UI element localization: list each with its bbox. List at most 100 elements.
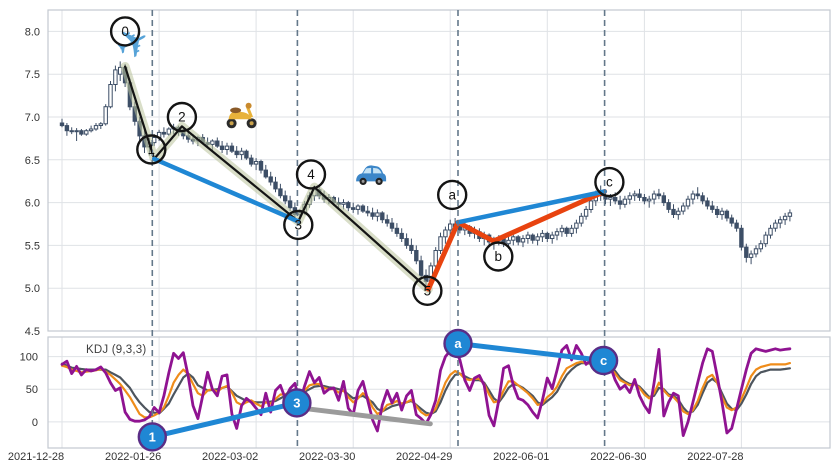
candle <box>690 190 696 205</box>
wave-marker-3: 3 <box>283 209 314 241</box>
candle <box>161 127 167 138</box>
candle <box>268 171 273 186</box>
candle <box>404 233 409 249</box>
candle <box>768 224 773 239</box>
wave-marker-label: 4 <box>307 167 315 182</box>
candle <box>380 211 385 224</box>
candle <box>249 154 254 167</box>
candle <box>370 207 375 220</box>
kdj-trend-lines <box>149 341 607 440</box>
main-y-axis-label: 6.5 <box>25 155 40 167</box>
candle <box>627 192 632 205</box>
candle <box>113 65 118 92</box>
wave-marker-label: b <box>495 249 503 264</box>
kdj-marker-3: 3 <box>282 388 312 418</box>
candle <box>695 187 700 200</box>
candle <box>656 188 662 200</box>
candle <box>748 250 754 265</box>
main-y-axis-label: 6.0 <box>25 198 40 210</box>
wave-marker-0: 0 <box>109 16 141 47</box>
wave-marker-c: c <box>594 166 625 198</box>
candle <box>705 197 710 210</box>
candle <box>360 204 366 213</box>
candle <box>671 204 676 218</box>
candle <box>253 158 259 171</box>
kdj-marker-a: a <box>443 328 473 359</box>
candle <box>724 209 730 222</box>
candle <box>744 243 749 263</box>
candle <box>773 219 778 232</box>
candle <box>375 209 380 222</box>
main-y-axis-label: 4.5 <box>25 326 40 338</box>
candle <box>758 240 763 253</box>
x-axis-label: 2022-07-28 <box>687 451 743 463</box>
kdj-indicator-label: KDJ (9,3,3) <box>86 344 147 356</box>
candle <box>409 238 414 254</box>
candle <box>346 200 351 212</box>
axis-labels: 8.07.57.06.56.05.55.04.51005002021-12-28… <box>8 26 744 463</box>
abc-corrective-line <box>425 189 608 292</box>
candle <box>74 128 79 141</box>
x-axis-label: 2022-01-26 <box>105 451 161 463</box>
candle <box>234 146 239 159</box>
candle <box>535 233 540 246</box>
candle <box>219 141 225 153</box>
kdj-y-axis-label: 50 <box>26 384 38 396</box>
candle <box>365 206 370 217</box>
candle <box>239 147 244 160</box>
candle <box>617 195 623 210</box>
candle <box>215 137 220 148</box>
candle <box>229 142 235 153</box>
candle <box>414 245 419 265</box>
wave-marker-5: 5 <box>412 275 443 306</box>
candle <box>545 231 550 242</box>
candle <box>93 123 99 131</box>
scooter-icon <box>226 102 257 129</box>
candle <box>700 192 705 205</box>
candle <box>710 200 715 213</box>
kdj-marker-1: 1 <box>137 422 168 452</box>
candle <box>583 206 589 220</box>
candle <box>283 190 288 205</box>
candle <box>108 81 113 109</box>
wave-marker-label: 1 <box>148 142 156 157</box>
car-icon <box>356 165 387 185</box>
kdj-marker-c: c <box>588 345 619 376</box>
kdj-marker-label: 1 <box>149 429 156 444</box>
main-y-axis-label: 7.5 <box>25 69 40 81</box>
candle <box>389 218 395 232</box>
wave-marker-label: 0 <box>121 24 129 39</box>
wave-marker-a: a <box>437 179 468 211</box>
candle <box>351 202 356 213</box>
candle <box>273 176 278 193</box>
candle <box>685 195 691 210</box>
x-axis-label: 2021-12-28 <box>8 451 64 463</box>
candle <box>729 214 734 227</box>
wave-marker-label: c <box>606 175 613 190</box>
panel-borders <box>47 9 831 449</box>
candle <box>394 223 400 237</box>
candle <box>661 192 666 206</box>
candle <box>418 255 424 280</box>
candle <box>715 206 720 218</box>
candle <box>399 228 404 242</box>
main-y-axis-label: 7.0 <box>25 112 40 124</box>
kdj-marker-label: 3 <box>293 395 300 410</box>
kdj-trend-1-3 <box>149 400 300 440</box>
candle <box>530 233 535 244</box>
candle <box>719 207 725 220</box>
candle <box>763 231 768 248</box>
wave-marker-1: 1 <box>136 134 167 165</box>
candle <box>355 204 361 215</box>
candle <box>520 235 526 248</box>
kdj-trend-a-c <box>455 341 607 363</box>
candle <box>84 129 89 136</box>
candle <box>98 122 103 129</box>
main-trend-lines <box>120 62 608 294</box>
main-y-axis-label: 5.5 <box>25 240 40 252</box>
candle <box>651 190 657 205</box>
candle <box>385 214 390 227</box>
impulse-wave-line <box>123 65 430 291</box>
kdj-trend-3-5 <box>299 405 433 427</box>
candle <box>642 194 647 205</box>
